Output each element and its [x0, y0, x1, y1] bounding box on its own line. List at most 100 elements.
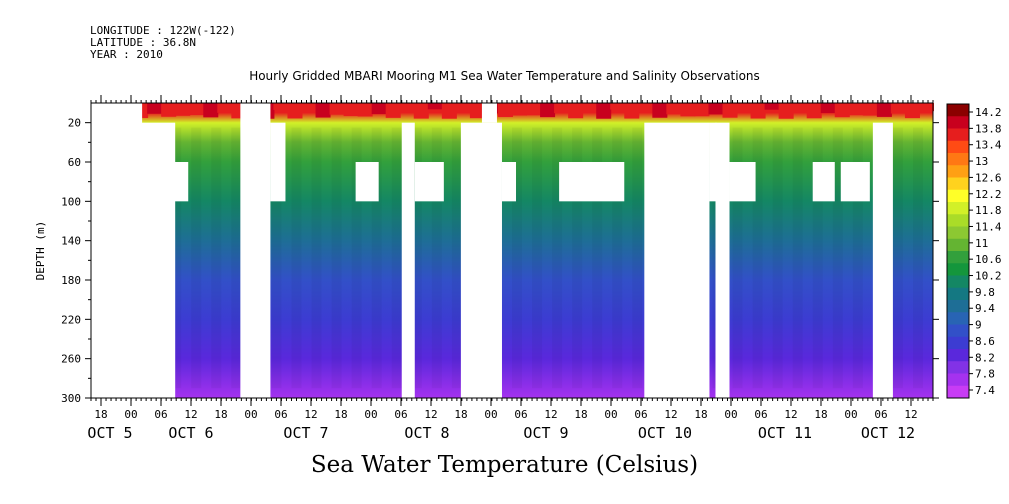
field-texture: [632, 127, 643, 389]
x-hour-label: 06: [634, 408, 647, 421]
colorbar-swatch: [947, 116, 969, 129]
x-hour-label: 18: [94, 408, 107, 421]
field-texture: [231, 127, 242, 389]
y-tick-label: 20: [68, 117, 81, 130]
surface-warm-band: [441, 103, 457, 119]
latitude-label: LATITUDE : 36.8N: [90, 36, 196, 49]
colorbar-label: 7.4: [975, 384, 995, 397]
colorbar-swatch: [947, 189, 969, 203]
field-texture: [371, 127, 382, 389]
x-day-label: OCT 7: [283, 424, 328, 442]
colorbar-frame: [946, 103, 970, 399]
missing-data-gap: [481, 103, 497, 123]
x-hour-label: 00: [124, 408, 137, 421]
missing-data-gap: [840, 162, 870, 202]
surface-warm-band: [918, 103, 934, 112]
surface-warm-band: [371, 103, 387, 115]
surface-warm-band: [343, 103, 359, 117]
colorbar-swatch: [947, 312, 969, 325]
field-texture: [211, 127, 222, 389]
colorbar-swatch: [947, 251, 969, 264]
x-hour-label: 18: [574, 408, 587, 421]
x-hour-label: 18: [334, 408, 347, 421]
colorbar-label: 8.2: [975, 351, 995, 364]
field-texture: [331, 127, 342, 389]
colorbar-swatch: [947, 300, 969, 313]
longitude-label: LONGITUDE : 122W(-122): [90, 24, 236, 37]
field-texture: [311, 127, 322, 389]
colorbar-label: 8.6: [975, 335, 995, 348]
colorbar-swatch: [947, 373, 969, 387]
surface-warm-band: [203, 103, 219, 118]
surface-warm-band: [315, 103, 331, 118]
x-hour-label: 00: [364, 408, 377, 421]
surface-warm-band: [385, 103, 401, 118]
field-texture: [592, 127, 603, 389]
surface-warm-band: [904, 103, 920, 119]
colorbar-swatch: [947, 361, 969, 374]
colorbar-swatch: [947, 324, 969, 338]
colorbar-label: 11.8: [975, 204, 1002, 217]
surface-warm-band: [596, 103, 612, 119]
field-texture: [752, 127, 763, 389]
colorbar-swatch: [947, 104, 969, 117]
field-texture: [812, 127, 823, 389]
surface-warm-band: [497, 103, 513, 117]
x-hour-label: 18: [454, 408, 467, 421]
colorbar-label: 13.8: [975, 122, 1002, 135]
field-texture: [391, 127, 402, 389]
colorbar-swatch: [947, 140, 969, 154]
y-tick-label: 100: [61, 195, 81, 208]
surface-warm-band: [834, 103, 850, 118]
missing-data-gap: [414, 162, 444, 202]
field-texture: [732, 127, 743, 389]
surface-warm-band: [287, 103, 303, 119]
year-label: YEAR : 2010: [90, 48, 163, 61]
surface-warm-band: [329, 103, 345, 115]
surface-warm-band: [666, 103, 682, 115]
colorbar-label: 14.2: [975, 106, 1002, 119]
surface-warm-band: [624, 103, 640, 119]
x-hour-label: 00: [484, 408, 497, 421]
surface-warm-band: [568, 103, 584, 119]
x-hour-label: 06: [754, 408, 767, 421]
colorbar-swatch: [947, 275, 969, 289]
field-texture: [792, 127, 803, 389]
surface-warm-band: [750, 103, 766, 119]
x-hour-label: 18: [214, 408, 227, 421]
y-tick-label: 60: [68, 156, 81, 169]
colorbar-swatch: [947, 165, 969, 178]
missing-data-gap: [729, 162, 756, 202]
field-texture: [852, 127, 863, 389]
surface-warm-band: [399, 103, 415, 112]
x-day-label: OCT 6: [168, 424, 213, 442]
x-hour-label: 12: [424, 408, 437, 421]
colorbar-label: 13: [975, 155, 988, 168]
surface-warm-band: [722, 103, 738, 118]
field-texture: [532, 127, 543, 389]
colorbar-label: 10.2: [975, 270, 1002, 283]
colorbar-swatch: [947, 202, 969, 215]
colorbar-label: 13.4: [975, 139, 1002, 152]
x-hour-label: 00: [724, 408, 737, 421]
field-texture: [451, 127, 462, 389]
surface-warm-band: [680, 103, 696, 117]
field-texture: [572, 127, 583, 389]
field-texture: [612, 127, 623, 389]
field-texture: [772, 127, 783, 389]
field-texture: [552, 127, 563, 389]
surface-warm-band: [610, 103, 626, 110]
x-hour-label: 12: [784, 408, 797, 421]
colorbar-label: 9.4: [975, 302, 995, 315]
surface-warm-band: [638, 103, 654, 113]
x-hour-label: 18: [814, 408, 827, 421]
y-tick-label: 260: [61, 353, 81, 366]
surface-warm-band: [736, 103, 752, 113]
missing-data-gap: [240, 103, 271, 398]
missing-data-gap: [559, 162, 625, 202]
surface-warm-band: [526, 103, 542, 116]
missing-data-gap: [501, 162, 517, 202]
y-tick-label: 180: [61, 274, 81, 287]
colorbar-swatch: [947, 214, 969, 227]
field-texture: [912, 127, 923, 389]
